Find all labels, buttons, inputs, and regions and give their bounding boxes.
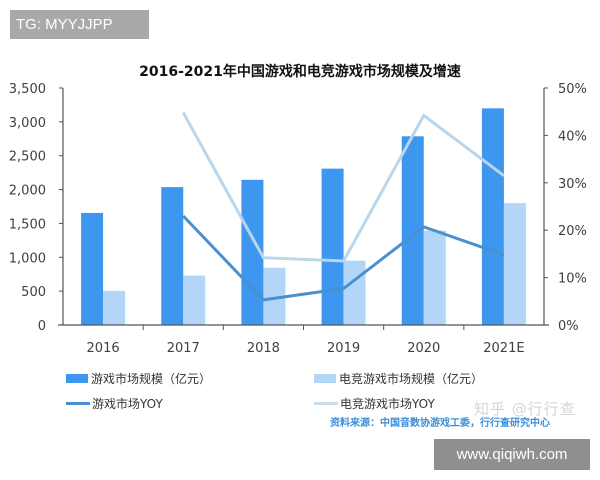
legend-label: 电竞游戏市场规模（亿元） — [339, 372, 484, 386]
y-tick-label: 1,000 — [9, 251, 46, 266]
watermark-bottom: www.qiqiwh.com — [434, 439, 590, 470]
legend-item-esports-yoy: 电竞游戏市场YOY — [314, 395, 435, 412]
legend-swatch-line-light — [314, 402, 338, 405]
bar — [103, 290, 126, 325]
y2-tick-label: 0% — [558, 319, 579, 334]
watermark-zhihu: 知乎 @行行查 — [474, 400, 576, 418]
x-tick-label: 2018 — [247, 341, 280, 356]
bar — [343, 260, 366, 325]
bar — [81, 212, 104, 325]
legend-label: 游戏市场规模（亿元） — [91, 372, 212, 386]
legend-label: 游戏市场YOY — [92, 397, 163, 411]
x-tick-label: 2016 — [87, 341, 120, 356]
bar — [423, 230, 446, 325]
chart-title: 2016-2021年中国游戏和电竞游戏市场规模及增速 — [139, 64, 461, 80]
legend-swatch-bar-dark — [66, 374, 88, 383]
watermark-top: TG: MYYJJPP — [10, 10, 149, 39]
y-tick-label: 500 — [21, 285, 46, 300]
bar — [263, 267, 286, 325]
source-note: 资料来源：中国音数协游戏工委，行行查研究中心 — [330, 418, 550, 429]
legend-label: 电竞游戏市场YOY — [340, 397, 435, 411]
bar — [321, 168, 344, 325]
line-series — [181, 111, 505, 302]
legend-item-game-yoy: 游戏市场YOY — [66, 395, 163, 412]
yoy-line — [182, 214, 505, 302]
y-tick-label: 2,500 — [9, 150, 46, 165]
x-tick-label: 2020 — [407, 341, 440, 356]
bar — [161, 187, 184, 325]
y-tick-label: 0 — [38, 319, 46, 334]
y2-tick-label: 20% — [558, 224, 587, 239]
axes: 0 500 1,000 1,500 2,000 2,500 3,000 3,500 0% 10% 2… — [9, 82, 587, 356]
y2-tick-label: 50% — [558, 82, 587, 97]
y-tick-label: 1,500 — [9, 217, 46, 232]
x-tick-label: 2017 — [167, 341, 200, 356]
bar — [481, 108, 504, 325]
bar-series — [81, 108, 526, 325]
bar — [401, 136, 424, 325]
legend-item-game-market: 游戏市场规模（亿元） — [66, 370, 211, 387]
legend-item-esports-market: 电竞游戏市场规模（亿元） — [314, 370, 483, 387]
bar — [183, 275, 206, 325]
yoy-line — [181, 111, 505, 263]
y2-tick-label: 40% — [558, 129, 587, 144]
x-tick-label: 2019 — [327, 341, 360, 356]
y-tick-label: 3,000 — [9, 116, 46, 131]
y-tick-label: 3,500 — [9, 82, 46, 97]
y2-tick-label: 10% — [558, 272, 587, 287]
bar — [241, 179, 264, 325]
x-tick-label: 2021E — [483, 341, 524, 356]
legend-swatch-bar-light — [314, 374, 336, 383]
y-tick-label: 2,000 — [9, 184, 46, 199]
y2-tick-label: 30% — [558, 177, 587, 192]
bar — [503, 203, 526, 325]
legend-swatch-line-dark — [66, 402, 90, 405]
